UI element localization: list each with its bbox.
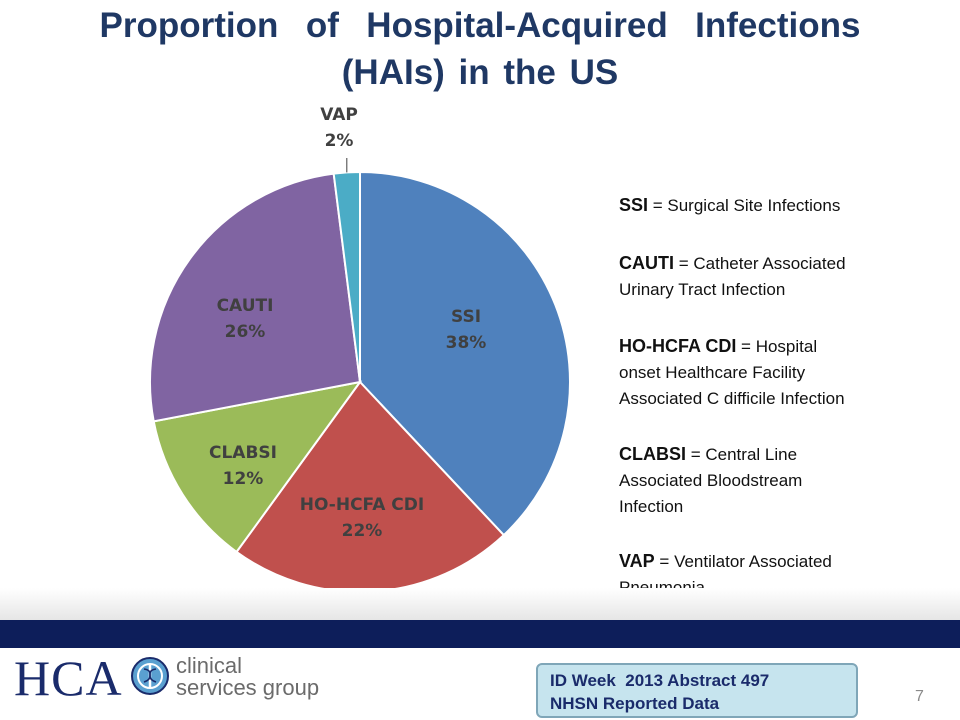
legend-abbr: SSI	[619, 195, 649, 215]
legend-desc-line: Ventilator Associated	[674, 552, 832, 571]
pie-slice-vap	[332, 170, 361, 383]
title-line-2: (HAIs) in the US	[341, 53, 619, 92]
legend-abbr: CAUTI	[619, 253, 674, 273]
legend-sep: =	[654, 552, 675, 571]
legend-desc-line: Associated Bloodstream	[619, 471, 803, 490]
caduceus-logo-icon	[131, 657, 169, 695]
slice-value-label: 12%	[223, 469, 264, 489]
legend-desc-line: onset Healthcare Facility	[619, 363, 806, 382]
legend-abbr: CLABSI	[619, 444, 686, 464]
pie-slice-ssi	[359, 170, 571, 537]
hca-logo: HCA	[14, 650, 123, 706]
legend-abbr: HO-HCFA CDI	[619, 336, 737, 356]
slice-value-label: 22%	[342, 521, 383, 541]
legend-desc-line: Surgical Site Infections	[667, 196, 841, 215]
slide-title: Proportion of Hospital-Acquired Infectio…	[0, 2, 960, 96]
legend-abbr: VAP	[619, 551, 655, 571]
legend-desc-line: Infection	[619, 497, 684, 516]
source-line-2: NHSN Reported Data	[550, 694, 720, 713]
legend-item-ssi: SSI = Surgical Site Infections	[619, 192, 919, 219]
slice-label: SSI	[451, 307, 481, 327]
pie-slice-clabsi	[152, 380, 363, 554]
legend-sep: =	[686, 445, 706, 464]
slice-label: HO-HCFA CDI	[300, 495, 424, 515]
legend-sep: =	[674, 254, 694, 273]
footer-navy-bar	[0, 620, 960, 648]
legend-desc-line: Hospital	[755, 337, 818, 356]
legend-desc-line: Catheter Associated	[693, 254, 846, 273]
legend-desc-line: Associated C difficile Infection	[619, 389, 845, 408]
slice-label: CAUTI	[217, 296, 274, 316]
source-line-1: ID Week 2013 Abstract 497	[550, 671, 770, 690]
logo-subtitle-line-2: services group	[176, 675, 320, 700]
source-note: ID Week 2013 Abstract 497 NHSN Reported …	[536, 663, 858, 718]
slice-label: VAP	[320, 105, 358, 125]
slice-value-label: 2%	[325, 131, 354, 151]
legend-desc-line: Urinary Tract Infection	[619, 280, 786, 299]
slice-value-label: 38%	[446, 333, 487, 353]
page-number: 7	[915, 688, 924, 705]
pie-slice-cauti	[149, 172, 362, 423]
title-line-1: Proportion of Hospital-Acquired Infectio…	[99, 6, 861, 45]
legend-sep: =	[736, 337, 756, 356]
legend-sep: =	[648, 196, 668, 215]
logo-subtitle: clinical services group	[176, 655, 319, 699]
legend-desc-line: Central Line	[705, 445, 798, 464]
legend-item-clabsi: CLABSI = Central Line Associated Bloodst…	[619, 441, 919, 520]
legend-item-ho-hcfa-cdi: HO-HCFA CDI = Hospital onset Healthcare …	[619, 333, 919, 412]
legend-item-cauti: CAUTI = Catheter Associated Urinary Trac…	[619, 250, 919, 303]
footer-fade	[0, 588, 960, 620]
slice-label: CLABSI	[209, 443, 277, 463]
pie-chart: SSI 38% HO-HCFA CDI 22% CLABSI 12% CAUTI 26% VAP…	[149, 105, 571, 593]
logo-subtitle-line-1: clinical	[176, 653, 243, 678]
slice-value-label: 26%	[225, 322, 266, 342]
